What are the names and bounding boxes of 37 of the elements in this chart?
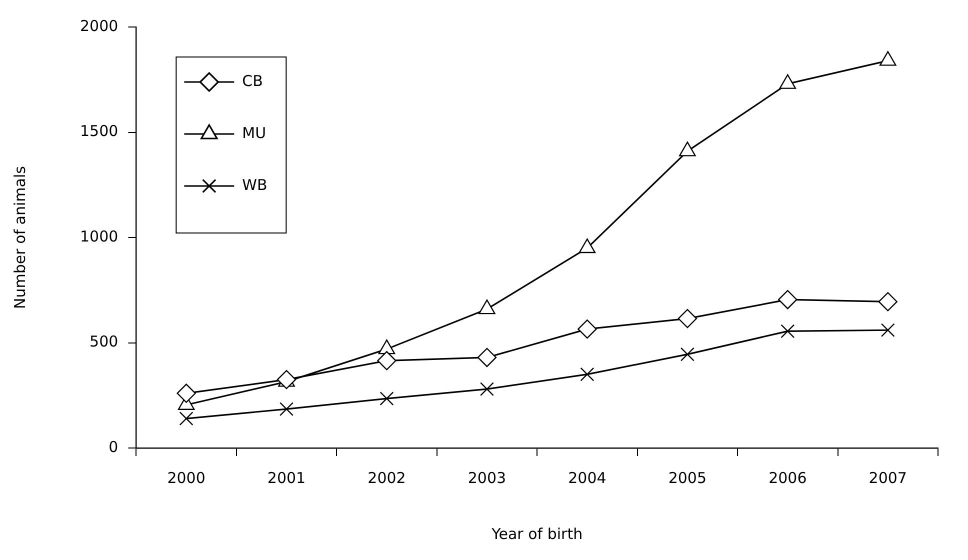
y-tick-label: 2000 <box>80 16 118 35</box>
x-tick-label: 2006 <box>768 468 807 487</box>
y-tick-label: 0 <box>108 438 118 456</box>
point <box>778 290 798 310</box>
point <box>580 367 594 382</box>
x-tick-label: 2005 <box>668 468 707 487</box>
point <box>280 402 294 416</box>
x-tick-label: 2007 <box>868 468 907 487</box>
point <box>477 348 497 368</box>
y-tick-label: 1000 <box>80 227 118 246</box>
legend-label: MU <box>242 124 266 142</box>
legend-label: WB <box>242 176 268 194</box>
point <box>680 347 694 362</box>
x-axis-title: Year of birth <box>490 524 583 543</box>
x-tick-label: 2004 <box>568 468 606 487</box>
point <box>679 142 696 156</box>
point <box>578 319 597 339</box>
y-tick-label: 1500 <box>80 122 118 140</box>
point <box>678 308 698 328</box>
legend-label: CB <box>242 72 263 90</box>
point <box>780 324 795 338</box>
point <box>176 384 196 403</box>
point <box>779 74 796 89</box>
point <box>878 292 898 312</box>
point <box>480 382 494 396</box>
x-tick-label: 2000 <box>167 468 206 487</box>
point <box>377 351 396 370</box>
point <box>179 412 194 426</box>
x-tick-label: 2001 <box>267 468 306 487</box>
y-tick-label: 500 <box>90 332 118 351</box>
point <box>578 238 596 254</box>
x-tick-label: 2003 <box>468 468 506 487</box>
x-tick-label: 2002 <box>368 468 406 487</box>
point <box>380 392 394 406</box>
point <box>880 323 895 338</box>
point <box>879 51 896 66</box>
y-axis-title: Number of animals <box>10 166 29 309</box>
